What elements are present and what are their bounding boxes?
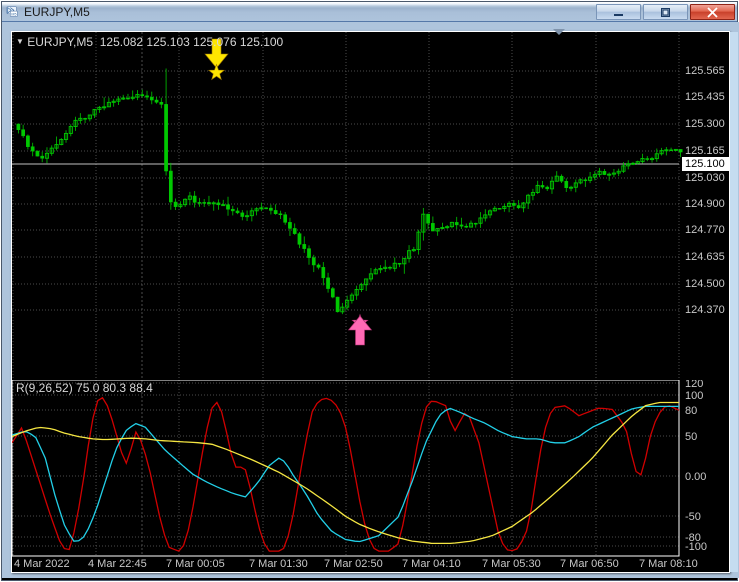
svg-text:124.370: 124.370 (685, 304, 725, 316)
svg-text:7 Mar 06:50: 7 Mar 06:50 (560, 558, 619, 570)
svg-text:125.100: 125.100 (685, 158, 725, 170)
svg-text:7 Mar 04:10: 7 Mar 04:10 (402, 558, 461, 570)
svg-text:124.770: 124.770 (685, 224, 725, 236)
svg-text:7 Mar 05:30: 7 Mar 05:30 (482, 558, 541, 570)
svg-text:100: 100 (685, 390, 703, 402)
svg-text:M5: M5 (11, 13, 16, 17)
svg-text:7 Mar 08:10: 7 Mar 08:10 (639, 558, 698, 570)
svg-text:-100: -100 (685, 541, 707, 553)
svg-text:120: 120 (685, 380, 703, 390)
svg-text:0.00: 0.00 (685, 471, 706, 483)
svg-text:-50: -50 (685, 511, 701, 523)
svg-text:125.165: 125.165 (685, 145, 725, 157)
svg-text:4 Mar 22:45: 4 Mar 22:45 (88, 558, 147, 570)
svg-text:125.435: 125.435 (685, 91, 725, 103)
svg-text:124.900: 124.900 (685, 198, 725, 210)
svg-text:124.500: 124.500 (685, 278, 725, 290)
svg-text:50: 50 (685, 431, 697, 443)
svg-text:7 Mar 02:50: 7 Mar 02:50 (324, 558, 383, 570)
svg-text:80: 80 (685, 405, 697, 417)
svg-text:125.300: 125.300 (685, 118, 725, 130)
svg-text:4 Mar 2022: 4 Mar 2022 (14, 558, 70, 570)
svg-text:125.030: 125.030 (685, 172, 725, 184)
svg-text:7 Mar 01:30: 7 Mar 01:30 (249, 558, 308, 570)
svg-text:125.565: 125.565 (685, 65, 725, 77)
svg-text:124.635: 124.635 (685, 251, 725, 263)
svg-text:7 Mar 00:05: 7 Mar 00:05 (166, 558, 225, 570)
